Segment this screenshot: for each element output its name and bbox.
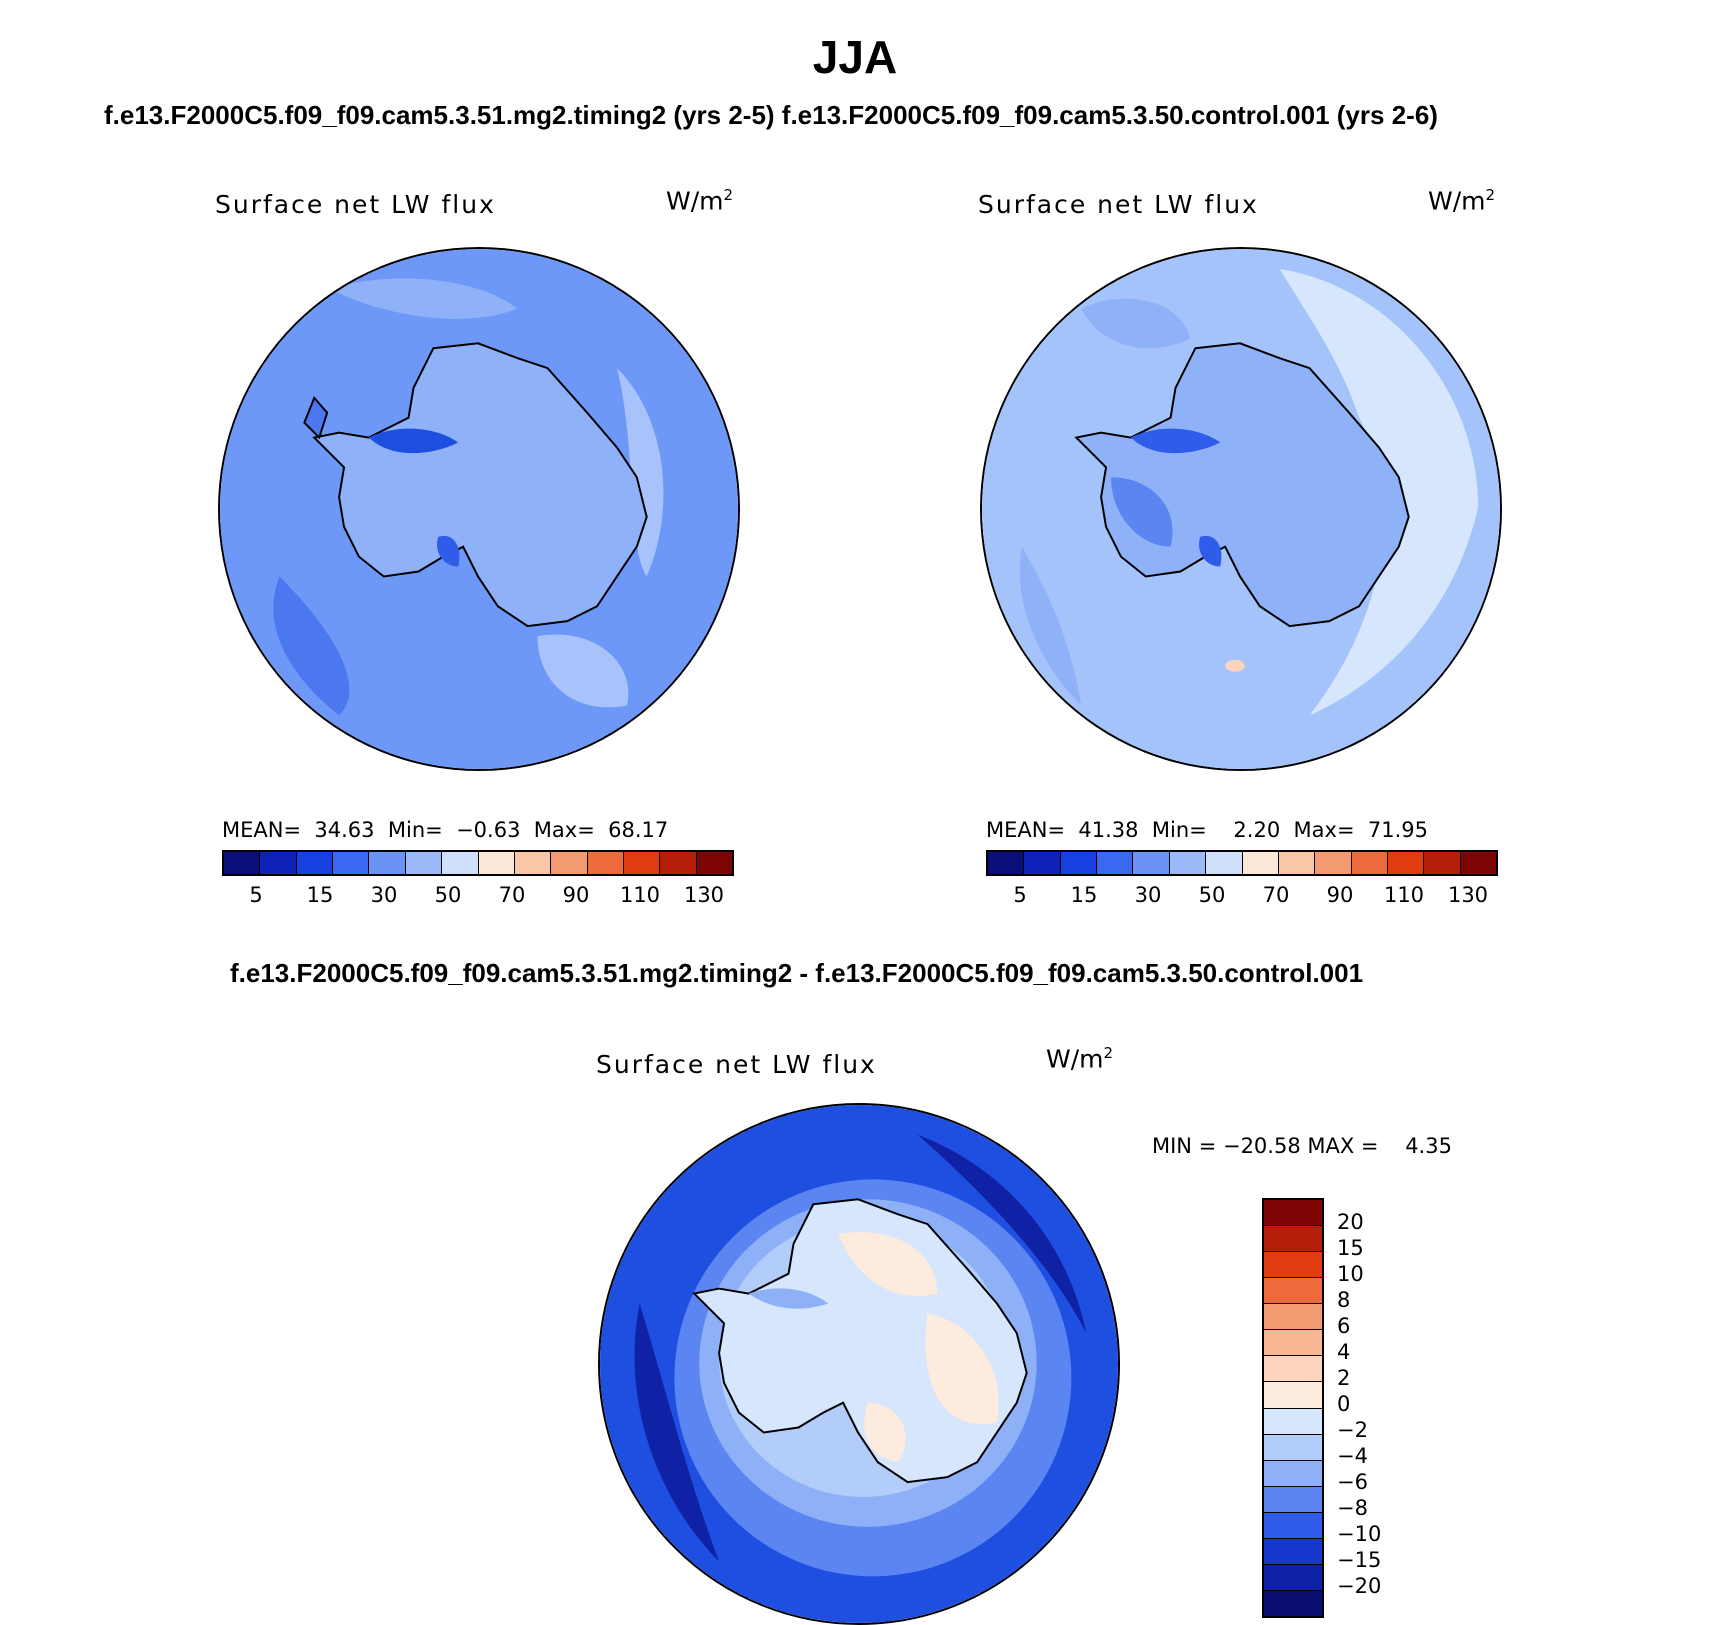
- colorbar-tick-label: −4: [1337, 1444, 1368, 1468]
- colorbar-segment: [1206, 852, 1243, 874]
- colorbar-tick-label: 110: [1383, 883, 1425, 907]
- colorbar-segment: [1315, 852, 1352, 874]
- panel3-units: W/m2: [1046, 1044, 1114, 1074]
- panel1-stats: MEAN= 34.63 Min= −0.63 Max= 68.17: [222, 818, 669, 842]
- colorbar-segment: [1097, 852, 1134, 874]
- colorbar-segment: [260, 852, 297, 874]
- colorbar-segment: [369, 852, 406, 874]
- colorbar-tick-label: 15: [1070, 883, 1098, 907]
- colorbar-segment: [1264, 1512, 1322, 1539]
- colorbar-segment: [1424, 852, 1461, 874]
- colorbar-segment: [1460, 852, 1497, 874]
- difference-title: f.e13.F2000C5.f09_f09.cam5.3.51.mg2.timi…: [230, 958, 1364, 988]
- colorbar-tick-label: −10: [1337, 1522, 1382, 1546]
- colorbar-tick-label: 130: [683, 883, 725, 907]
- panel2-units: W/m2: [1428, 186, 1496, 216]
- colorbar-tick-label: −6: [1337, 1470, 1368, 1494]
- antarctica-coastline: [692, 1198, 1028, 1484]
- colorbar-segment: [1387, 852, 1425, 874]
- colorbar-tick-label: −8: [1337, 1496, 1368, 1520]
- panel2-title: Surface net LW flux: [978, 190, 1259, 219]
- difference-colorbar: [1262, 1198, 1324, 1618]
- colorbar-segment: [988, 852, 1025, 874]
- colorbar-tick-label: 30: [1134, 883, 1162, 907]
- colorbar-tick-label: 5: [1013, 883, 1027, 907]
- colorbar-segment: [442, 852, 479, 874]
- colorbar-tick-label: 20: [1337, 1210, 1364, 1234]
- colorbar-segment: [623, 852, 661, 874]
- panel1-map: [218, 247, 740, 771]
- panel3-map: [598, 1103, 1120, 1625]
- colorbar-tick-label: 5: [249, 883, 263, 907]
- colorbar-segment: [1264, 1356, 1322, 1383]
- colorbar-tick-label: −20: [1337, 1574, 1382, 1598]
- case-names-line: f.e13.F2000C5.f09_f09.cam5.3.51.mg2.timi…: [104, 100, 1438, 130]
- colorbar-tick-label: 8: [1337, 1288, 1351, 1312]
- colorbar-tick-label: 6: [1337, 1314, 1351, 1338]
- colorbar-segment: [1264, 1304, 1322, 1331]
- colorbar-segment: [1264, 1460, 1322, 1487]
- panel2-map: [980, 247, 1502, 771]
- colorbar-tick-label: 90: [562, 883, 590, 907]
- colorbar-segment: [1264, 1434, 1322, 1461]
- panel3-title: Surface net LW flux: [596, 1050, 877, 1079]
- colorbar-segment: [551, 852, 588, 874]
- colorbar-segment: [1264, 1538, 1322, 1565]
- colorbar-tick-label: 10: [1337, 1262, 1364, 1286]
- panel1-title: Surface net LW flux: [215, 190, 496, 219]
- colorbar-segment: [1060, 852, 1098, 874]
- colorbar-segment: [696, 852, 733, 874]
- colorbar-tick-label: 70: [1262, 883, 1290, 907]
- colorbar-segment: [587, 852, 624, 874]
- colorbar-segment: [1133, 852, 1170, 874]
- colorbar-tick-label: 90: [1326, 883, 1354, 907]
- colorbar-segment: [1264, 1330, 1322, 1357]
- colorbar-segment: [1264, 1564, 1322, 1591]
- colorbar-tick-label: 15: [1337, 1236, 1364, 1260]
- figure-title: JJA: [812, 31, 898, 83]
- colorbar-segment: [1024, 852, 1061, 874]
- colorbar-tick-label: 4: [1337, 1340, 1351, 1364]
- colorbar-segment: [1264, 1408, 1322, 1435]
- colorbar-segment: [1264, 1382, 1322, 1409]
- antarctica-coastline: [1074, 342, 1410, 628]
- colorbar-segment: [1264, 1252, 1322, 1279]
- panel3-stats: MIN = −20.58 MAX = 4.35: [1152, 1134, 1452, 1158]
- colorbar-tick-label: 15: [306, 883, 334, 907]
- panel1-colorbar: [222, 850, 734, 876]
- colorbar-segment: [660, 852, 697, 874]
- colorbar-tick-label: 30: [370, 883, 398, 907]
- panel1-units: W/m2: [666, 186, 734, 216]
- colorbar-segment: [1264, 1486, 1322, 1513]
- colorbar-tick-label: 50: [1198, 883, 1226, 907]
- colorbar-segment: [1278, 852, 1316, 874]
- colorbar-tick-label: −15: [1337, 1548, 1382, 1572]
- colorbar-segment: [1264, 1590, 1322, 1616]
- colorbar-segment: [1169, 852, 1207, 874]
- colorbar-segment: [478, 852, 515, 874]
- colorbar-tick-label: 2: [1337, 1366, 1351, 1390]
- antarctica-coastline: [312, 342, 648, 628]
- colorbar-tick-label: 0: [1337, 1392, 1351, 1416]
- colorbar-segment: [1351, 852, 1388, 874]
- colorbar-segment: [1242, 852, 1279, 874]
- colorbar-segment: [296, 852, 334, 874]
- colorbar-tick-label: 50: [434, 883, 462, 907]
- colorbar-tick-label: 130: [1447, 883, 1489, 907]
- colorbar-segment: [405, 852, 443, 874]
- panel2-colorbar: [986, 850, 1498, 876]
- colorbar-tick-label: −2: [1337, 1418, 1368, 1442]
- panel2-stats: MEAN= 41.38 Min= 2.20 Max= 71.95: [986, 818, 1429, 842]
- colorbar-segment: [1264, 1278, 1322, 1305]
- colorbar-tick-label: 110: [619, 883, 661, 907]
- colorbar-segment: [333, 852, 370, 874]
- colorbar-segment: [514, 852, 552, 874]
- colorbar-segment: [1264, 1200, 1322, 1227]
- colorbar-segment: [224, 852, 261, 874]
- colorbar-segment: [1264, 1226, 1322, 1253]
- colorbar-tick-label: 70: [498, 883, 526, 907]
